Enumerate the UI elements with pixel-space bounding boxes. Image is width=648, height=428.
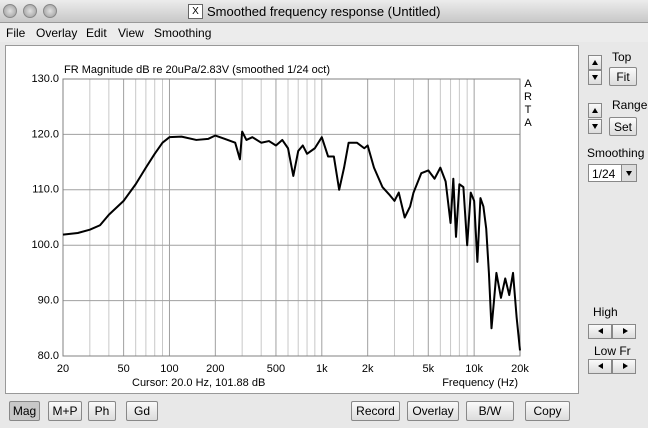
menu-item[interactable]: Smoothing [154,26,212,40]
app-icon: X [188,4,203,19]
menu-item[interactable]: View [118,26,144,40]
button[interactable]: Record [351,401,400,421]
button[interactable]: Mag [9,401,40,421]
menu-item[interactable]: File [6,26,26,40]
x-tick-label: 100 [160,363,178,375]
button[interactable]: Overlay [407,401,459,421]
button[interactable]: Set [609,117,637,136]
button[interactable]: B/W [466,401,514,421]
x-axis-label: Frequency (Hz) [442,377,518,389]
button[interactable]: Ph [88,401,116,421]
label: Range [612,98,648,112]
label: Top [612,50,632,64]
label: High [593,305,618,319]
zoom-button[interactable] [43,4,57,18]
button[interactable]: Copy [525,401,570,421]
range-down[interactable] [588,119,602,134]
y-tick-label: 90.0 [38,295,59,307]
x-tick-label: 500 [267,363,285,375]
close-button[interactable] [3,4,17,18]
button[interactable]: Gd [126,401,158,421]
menu-item[interactable]: Edit [86,26,107,40]
menu-bar: File Overlay Edit View Smoothing [0,23,648,42]
chart: FR Magnitude dB re 20uPa/2.83V (smoothed… [5,45,579,394]
x-tick-label: 20 [57,363,69,375]
cursor-readout: Cursor: 20.0 Hz, 101.88 dB [132,377,265,389]
top-up[interactable] [588,55,602,70]
select-value: 1/24 [592,167,616,181]
plot-frame [62,78,521,357]
y-tick-label: 110.0 [32,184,59,196]
high-right[interactable] [612,324,636,339]
watermark: ARTA [522,78,534,130]
minimize-button[interactable] [23,4,37,18]
range-up[interactable] [588,103,602,118]
x-tick-label: 200 [206,363,224,375]
title-bar: X Smoothed frequency response (Untitled) [0,0,648,23]
label: Smoothing [587,146,645,160]
x-tick-label: 50 [117,363,129,375]
low-left[interactable] [588,359,612,374]
x-tick-label: 20k [511,363,529,375]
high-left[interactable] [588,324,612,339]
x-tick-label: 2k [362,363,374,375]
window-title: Smoothed frequency response (Untitled) [207,4,441,19]
chart-title: FR Magnitude dB re 20uPa/2.83V (smoothed… [64,64,330,76]
y-tick-label: 120.0 [31,128,59,140]
button[interactable]: Fit [609,67,637,86]
x-tick-label: 10k [465,363,483,375]
smoothing-select[interactable]: 1/24 [588,164,637,182]
button[interactable]: M+P [48,401,82,421]
top-down[interactable] [588,70,602,85]
x-tick-label: 5k [422,363,434,375]
label: Low Fr [594,344,631,358]
x-tick-label: 1k [316,363,328,375]
menu-item[interactable]: Overlay [36,26,78,40]
y-tick-label: 80.0 [38,350,59,362]
response-line [62,130,521,351]
low-right[interactable] [612,359,636,374]
y-tick-label: 130.0 [31,73,59,85]
y-tick-label: 100.0 [31,239,59,251]
